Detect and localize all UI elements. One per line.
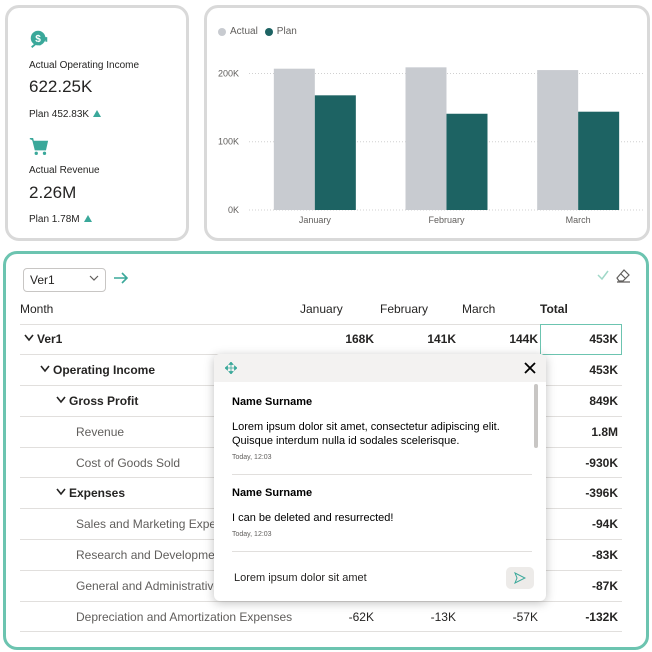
row-label: Depreciation and Amortization Expenses — [20, 601, 300, 633]
row-label: Ver1 — [20, 324, 300, 356]
eraser-icon[interactable] — [614, 266, 632, 284]
comment-divider — [232, 551, 532, 552]
y-tick-label: 200K — [218, 68, 239, 78]
comment-panel: Name Surname Lorem ipsum dolor sit amet,… — [214, 354, 546, 601]
bar-plan-february[interactable] — [446, 113, 488, 210]
svg-text:$: $ — [35, 34, 41, 45]
row-label-text: Sales and Marketing Expenses — [76, 517, 242, 532]
cell-total[interactable]: 453K — [540, 354, 622, 387]
x-tick-label: March — [566, 215, 591, 225]
column-header-march[interactable]: March — [458, 294, 540, 325]
check-icon[interactable] — [596, 268, 610, 282]
cell-total[interactable]: -930K — [540, 447, 622, 479]
move-icon[interactable] — [225, 362, 237, 374]
comment-text: Lorem ipsum dolor sit amet, consectetur … — [232, 421, 500, 447]
x-tick-label: January — [299, 215, 332, 225]
legend-label-actual: Actual — [230, 26, 258, 37]
cell-total[interactable]: -83K — [540, 539, 622, 571]
matrix-header-row: Month January February March Total — [20, 294, 622, 325]
row-label-text: Revenue — [76, 424, 125, 439]
bar-chart: 0K 100K 200K January February March — [218, 67, 644, 225]
comment-panel-header — [214, 354, 546, 382]
kpi-revenue-plan: Plan 1.78M — [29, 214, 92, 225]
comment-time: Today, 12:03 — [232, 454, 272, 461]
plan-text: Plan 452.83K — [29, 109, 90, 120]
cell-total[interactable]: -396K — [540, 477, 622, 510]
y-tick-label: 0K — [228, 205, 239, 215]
kpi-operating-income-value: 622.25K — [29, 77, 93, 96]
table-row[interactable]: Depreciation and Amortization Expenses -6… — [20, 601, 622, 633]
cell-total[interactable]: -87K — [540, 570, 622, 602]
collapse-caret-icon[interactable] — [24, 334, 34, 342]
comment-author: Name Surname — [232, 396, 313, 408]
comment-divider — [232, 474, 532, 475]
bar-actual-january[interactable] — [273, 68, 315, 210]
legend-dot-actual — [218, 27, 226, 36]
bar-actual-march[interactable] — [537, 70, 579, 210]
column-header-month[interactable]: Month — [20, 294, 300, 325]
table-row[interactable]: Ver1 168K 141K 144K 453K — [20, 324, 622, 356]
y-tick-label: 100K — [218, 137, 239, 147]
collapse-caret-icon[interactable] — [56, 396, 66, 404]
kpi-operating-income-label: Actual Operating Income — [29, 60, 140, 71]
comment-item: Name Surname Lorem ipsum dolor sit amet,… — [232, 396, 532, 461]
chart-legend: Actual Plan — [218, 26, 297, 37]
column-header-february[interactable]: February — [376, 294, 458, 325]
bar-actual-february[interactable] — [405, 67, 447, 210]
send-icon — [514, 572, 526, 584]
legend-dot-plan — [264, 27, 273, 36]
comment-author: Name Surname — [232, 487, 313, 499]
close-icon[interactable] — [524, 362, 536, 374]
row-label-text: Depreciation and Amortization Expenses — [76, 609, 293, 624]
row-label-text: Operating Income — [53, 363, 156, 378]
legend-label-plan: Plan — [276, 26, 297, 37]
column-header-total[interactable]: Total — [540, 294, 622, 325]
row-label-text: Gross Profit — [69, 393, 139, 408]
bar-plan-march[interactable] — [578, 111, 620, 210]
shopping-cart-icon — [29, 137, 49, 155]
row-label-text: Ver1 — [37, 332, 63, 347]
row-label-text: Expenses — [69, 486, 126, 501]
up-triangle-icon — [83, 215, 92, 222]
arrow-right-icon[interactable] — [112, 269, 130, 287]
comment-input[interactable]: Lorem ipsum dolor sit amet — [234, 572, 367, 584]
cell-total[interactable]: 453K — [540, 324, 622, 356]
money-growth-icon: $ — [30, 30, 48, 48]
collapse-caret-icon[interactable] — [56, 488, 66, 496]
cell-feb[interactable]: 141K — [376, 324, 458, 356]
comment-scrollbar[interactable] — [534, 384, 538, 448]
comment-text: I can be deleted and resurrected! — [232, 512, 394, 524]
column-header-january[interactable]: January — [300, 294, 376, 325]
comment-time: Today, 12:03 — [232, 531, 272, 538]
cell-total[interactable]: 1.8M — [540, 416, 622, 448]
send-button[interactable] — [506, 567, 534, 589]
cell-total[interactable]: -132K — [540, 601, 622, 633]
cell-jan[interactable]: -62K — [300, 601, 376, 633]
cell-total[interactable]: -94K — [540, 508, 622, 541]
cell-total[interactable]: 849K — [540, 385, 622, 417]
version-select[interactable]: Ver1 — [23, 268, 106, 292]
cell-jan[interactable]: 168K — [300, 324, 376, 356]
row-label-text: General and Administrative — [76, 578, 221, 593]
bar-plan-january[interactable] — [314, 95, 356, 210]
cell-mar[interactable]: 144K — [458, 324, 540, 356]
cell-feb[interactable]: -13K — [376, 601, 458, 633]
plan-text: Plan 1.78M — [29, 214, 80, 225]
bar-chart-card: Actual Plan 0K 100K 200K January February Mar… — [204, 5, 650, 241]
kpi-operating-income-plan: Plan 452.83K — [29, 109, 102, 120]
kpi-revenue-label: Actual Revenue — [29, 165, 100, 176]
comment-item: Name Surname I can be deleted and resurr… — [232, 487, 532, 538]
row-label-text: Research and Development — [76, 547, 225, 562]
kpi-revenue-value: 2.26M — [29, 183, 77, 202]
row-label-text: Cost of Goods Sold — [76, 455, 181, 470]
collapse-caret-icon[interactable] — [40, 365, 50, 373]
version-select-value: Ver1 — [30, 273, 55, 287]
kpi-card: $ Actual Operating Income 622.25K Plan 4… — [5, 5, 189, 241]
x-tick-label: February — [428, 215, 465, 225]
cell-mar[interactable]: -57K — [458, 601, 540, 633]
chevron-down-icon — [89, 275, 99, 281]
up-triangle-icon — [93, 110, 102, 117]
